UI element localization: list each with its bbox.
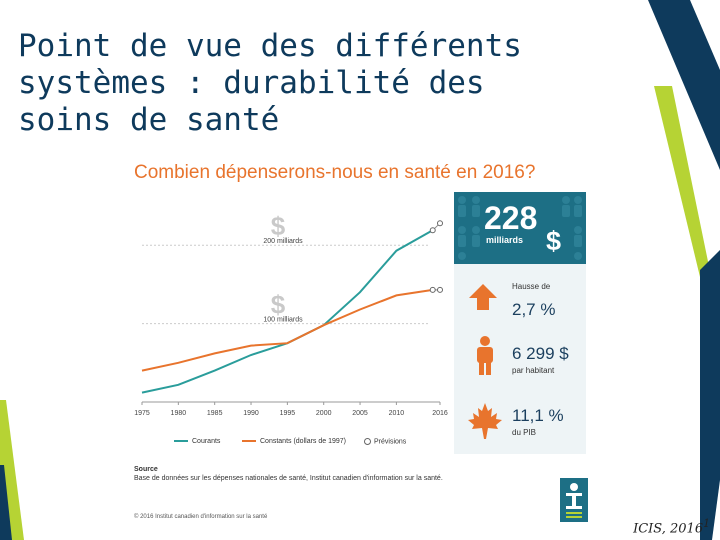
x-tick-label: 1980 (171, 410, 187, 417)
x-tick-label: 1975 (134, 410, 150, 417)
legend-item-current: Courants (174, 438, 220, 445)
source-text: Base de données sur les dépenses nationa… (134, 475, 443, 482)
x-tick-label: 1985 (207, 410, 223, 417)
reference-label: 200 milliards (263, 238, 303, 245)
forecast-point (429, 286, 436, 293)
headline-dollar: $ (546, 226, 562, 256)
slide-title: Point de vue des différents systèmes : d… (18, 28, 618, 139)
legend-swatch-forecast (364, 438, 371, 445)
maple-leaf-icon (468, 403, 502, 439)
slide-title-line: soins de santé (18, 102, 280, 138)
slide-title-line: systèmes : durabilité des (18, 65, 485, 101)
headline-unit: milliards (486, 235, 524, 245)
x-tick-label: 2000 (316, 410, 332, 417)
legend-label: Prévisions (374, 438, 407, 446)
slide-title-line: Point de vue des différents (18, 28, 522, 64)
x-tick-label: 2016 (432, 410, 448, 417)
navy-stripe-bottom-left (0, 465, 12, 540)
stat-per-capita-label: par habitant (512, 366, 555, 375)
people-pattern-icon (458, 196, 582, 260)
stat-gdp-value: 11,1 % (512, 406, 564, 425)
legend-item-forecast: Prévisions (364, 438, 406, 445)
reference-label: 100 milliards (263, 317, 303, 324)
up-arrow-icon (469, 284, 497, 310)
reference-dollar-symbol: $ (271, 290, 286, 320)
x-tick-label: 1995 (280, 410, 296, 417)
citation: ICIS, 20161 (633, 517, 710, 536)
x-tick-label: 2005 (352, 410, 368, 417)
legend-item-constant: Constants (dollars de 1997) (242, 438, 346, 445)
forecast-point (429, 227, 436, 234)
stats-panel: Hausse de 2,7 % 6 299 $ par habitant 11,… (454, 264, 586, 454)
stat-per-capita-value: 6 299 $ (512, 344, 569, 363)
infographic-title: Combien dépenserons-nous en santé en 201… (134, 162, 536, 183)
legend-swatch-constant (242, 440, 256, 443)
copyright-text: © 2016 Institut canadien d'information s… (134, 514, 268, 520)
cihi-logo (560, 478, 588, 522)
navy-stripe-bottom-right (700, 250, 720, 540)
forecast-point (437, 220, 443, 227)
navy-stripe-top-right (648, 0, 720, 170)
stat-growth-value: 2,7 % (512, 300, 556, 319)
reference-dollar-symbol: $ (271, 211, 286, 241)
x-tick-label: 2010 (389, 410, 405, 417)
person-icon (477, 336, 493, 375)
headline-panel: 228 milliards $ (454, 192, 586, 264)
infographic: Combien dépenserons-nous en santé en 201… (128, 152, 591, 528)
citation-superscript: 1 (703, 516, 710, 530)
series-line-1 (141, 288, 433, 372)
headline-value: 228 (484, 200, 538, 236)
legend-label: Courants (192, 438, 221, 445)
legend-label: Constants (dollars de 1997) (260, 438, 346, 445)
forecast-point (437, 286, 443, 293)
source-block: Source Base de données sur les dépenses … (134, 465, 443, 483)
series-line-0 (141, 229, 434, 394)
x-tick-label: 1990 (243, 410, 259, 417)
citation-text: ICIS, 2016 (633, 521, 704, 536)
stat-growth-label: Hausse de (512, 282, 551, 291)
source-label: Source (134, 466, 158, 473)
stat-gdp-label: du PIB (512, 428, 537, 437)
legend-swatch-current (174, 440, 188, 443)
